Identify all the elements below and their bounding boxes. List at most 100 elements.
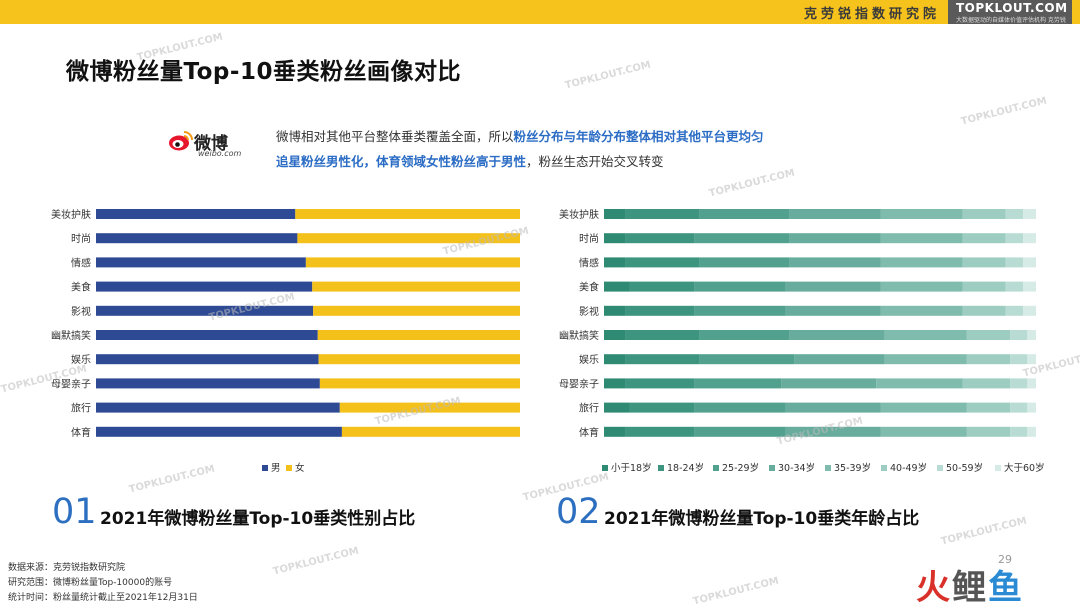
bar-segment xyxy=(1005,281,1024,292)
watermark: TOPKLOUT.COM xyxy=(939,515,1028,548)
category-label: 母婴亲子 xyxy=(51,377,91,390)
category-label: 幽默搞笑 xyxy=(51,329,91,342)
header-org: 克劳锐指数研究院 xyxy=(803,7,940,22)
bar-segment xyxy=(880,209,963,219)
bar-segment xyxy=(884,330,967,340)
bar-segment xyxy=(694,281,786,292)
bar-segment xyxy=(313,305,520,316)
weibo-logo: 微博 weibo.com xyxy=(168,128,250,158)
legend-swatch xyxy=(286,465,292,471)
bar-segment xyxy=(1023,233,1036,244)
bar-segment xyxy=(319,378,520,389)
bar-segment xyxy=(794,354,885,365)
bar-segment xyxy=(880,426,967,437)
bar-segment xyxy=(1023,281,1036,292)
bar-segment xyxy=(1023,305,1036,316)
section-01: 01 2021年微博粉丝量Top-10垂类性别占比 xyxy=(52,492,415,536)
bar-segment xyxy=(785,281,881,292)
category-label: 美食 xyxy=(579,281,599,294)
watermark: TOPKLOUT.COM xyxy=(959,95,1048,128)
legend-label: 50-59岁 xyxy=(946,462,983,474)
bar-segment xyxy=(785,426,881,437)
bar-segment xyxy=(962,257,1006,268)
bar-segment xyxy=(1005,305,1024,316)
legend-swatch xyxy=(658,465,664,471)
bar-segment xyxy=(785,305,881,316)
legend-label: 18-24岁 xyxy=(667,462,704,474)
bar-segment xyxy=(694,305,786,316)
category-label: 美妆护肤 xyxy=(51,208,91,221)
bar-segment xyxy=(1005,257,1024,268)
category-label: 美食 xyxy=(71,281,91,294)
section-02: 02 2021年微博粉丝量Top-10垂类年龄占比 xyxy=(556,492,919,536)
legend-swatch xyxy=(602,465,608,471)
bar-segment xyxy=(96,330,318,340)
category-label: 旅行 xyxy=(71,402,91,415)
legend-label: 小于18岁 xyxy=(611,462,652,474)
bar-segment xyxy=(699,330,790,340)
bar-segment xyxy=(339,402,520,413)
bar-segment xyxy=(1010,354,1028,365)
bar-segment xyxy=(604,233,626,244)
bar-segment xyxy=(694,402,786,413)
bar-segment xyxy=(96,354,319,365)
footer-scope: 研究范围：微博粉丝量Top-10000的账号 xyxy=(8,578,173,588)
category-label: 时尚 xyxy=(579,232,599,245)
legend-label: 30-34岁 xyxy=(778,462,815,474)
bar-segment xyxy=(699,257,790,268)
bar-segment xyxy=(876,378,963,389)
category-label: 旅行 xyxy=(579,402,599,415)
bar-segment xyxy=(1027,330,1036,340)
category-label: 美妆护肤 xyxy=(559,208,599,221)
legend-swatch xyxy=(769,465,775,471)
site-logo-char-3: 鱼 xyxy=(988,568,1024,608)
bar-segment xyxy=(312,281,520,292)
category-label: 影视 xyxy=(71,305,91,318)
bar-segment xyxy=(966,354,1011,365)
intro-line1-a: 微博相对其他平台整体垂类覆盖全面，所以 xyxy=(276,129,514,144)
legend-swatch xyxy=(262,465,268,471)
top-bar: 克劳锐指数研究院 TOPKLOUT.COM 大数据驱动的自媒体价值评估机构 克劳… xyxy=(0,0,1080,24)
legend-swatch xyxy=(713,465,719,471)
watermark: TOPKLOUT.COM xyxy=(271,545,360,578)
bar-segment xyxy=(880,233,963,244)
watermark: TOPKLOUT.COM xyxy=(691,575,780,608)
bar-segment xyxy=(694,233,790,244)
bar-segment xyxy=(96,305,314,316)
bar-segment xyxy=(1023,257,1036,268)
bar-segment xyxy=(962,281,1006,292)
bar-segment xyxy=(1010,402,1028,413)
category-label: 情感 xyxy=(579,256,599,269)
legend-swatch xyxy=(937,465,943,471)
bar-segment xyxy=(880,402,967,413)
bar-segment xyxy=(1005,233,1024,244)
bar-segment xyxy=(625,233,695,244)
bar-segment xyxy=(789,209,881,219)
bar-segment xyxy=(96,378,320,389)
bar-segment xyxy=(295,209,520,219)
bar-segment xyxy=(625,257,700,268)
bar-segment xyxy=(694,378,782,389)
bar-segment xyxy=(789,233,881,244)
page-title: 微博粉丝量Top-10垂类粉丝画像对比 xyxy=(66,59,461,85)
bar-segment xyxy=(962,305,1006,316)
bar-segment xyxy=(96,209,296,219)
bar-segment xyxy=(317,330,520,340)
bar-segment xyxy=(96,426,342,437)
section-01-caption: 2021年微博粉丝量Top-10垂类性别占比 xyxy=(100,509,416,529)
footer-source: 数据来源：克劳锐指数研究院 xyxy=(8,563,126,573)
site-logo: 火鲤鱼 xyxy=(916,560,1024,609)
brand-sub: 大数据驱动的自媒体价值评估机构 克劳锐 xyxy=(956,17,1066,24)
bar-segment xyxy=(1010,378,1028,389)
bar-segment xyxy=(1023,209,1036,219)
bar-segment xyxy=(604,305,626,316)
weibo-logo-sub: weibo.com xyxy=(198,149,242,158)
bar-segment xyxy=(966,402,1011,413)
bar-segment xyxy=(625,378,695,389)
bar-segment xyxy=(1027,378,1036,389)
site-logo-char-2: 鲤 xyxy=(952,568,988,608)
bar-segment xyxy=(604,330,626,340)
weibo-eye-icon xyxy=(169,131,193,151)
legend-swatch xyxy=(825,465,831,471)
